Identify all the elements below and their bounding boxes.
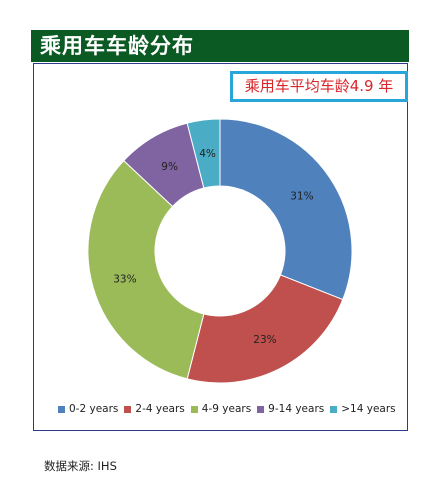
legend-item: >14 years <box>330 403 396 415</box>
slice-value-label: 9% <box>161 161 178 173</box>
average-age-callout: 乘用车平均车龄4.9 年 <box>230 71 408 102</box>
slice-value-label: 33% <box>113 274 136 286</box>
slice-value-label: 31% <box>290 190 313 202</box>
slice-value-label: 23% <box>253 334 276 346</box>
legend-label: 9-14 years <box>268 403 325 415</box>
legend-label: 0-2 years <box>69 403 119 415</box>
donut-slice-0-2-years <box>219 118 353 301</box>
legend-item: 0-2 years <box>58 403 118 415</box>
donut-slice-14-years <box>186 118 221 189</box>
legend-item: 2-4 years <box>124 403 185 415</box>
chart-legend: 0-2 years 2-4 years 4-9 years 9-14 years >14… <box>58 401 402 417</box>
chart-title: 乘用车车龄分布 <box>40 34 194 58</box>
legend-label: >14 years <box>341 403 396 415</box>
legend-swatch <box>190 405 198 413</box>
donut-slice-4-9-years <box>87 159 205 380</box>
data-source: 数据来源: IHS <box>44 459 117 473</box>
legend-label: 4-9 years <box>201 403 252 415</box>
legend-item: 4-9 years <box>190 403 252 415</box>
donut-slice-2-4-years <box>186 274 344 384</box>
legend-item: 9-14 years <box>257 403 324 415</box>
legend-swatch <box>257 405 265 413</box>
legend-swatch <box>330 405 338 413</box>
legend-label: 2-4 years <box>135 403 185 415</box>
average-age-text: 乘用车平均车龄4.9 年 <box>244 77 394 95</box>
legend-swatch <box>124 405 132 413</box>
slice-value-label: 4% <box>199 148 216 160</box>
title-bar: 乘用车车龄分布 <box>31 30 409 62</box>
legend-swatch <box>58 405 65 413</box>
